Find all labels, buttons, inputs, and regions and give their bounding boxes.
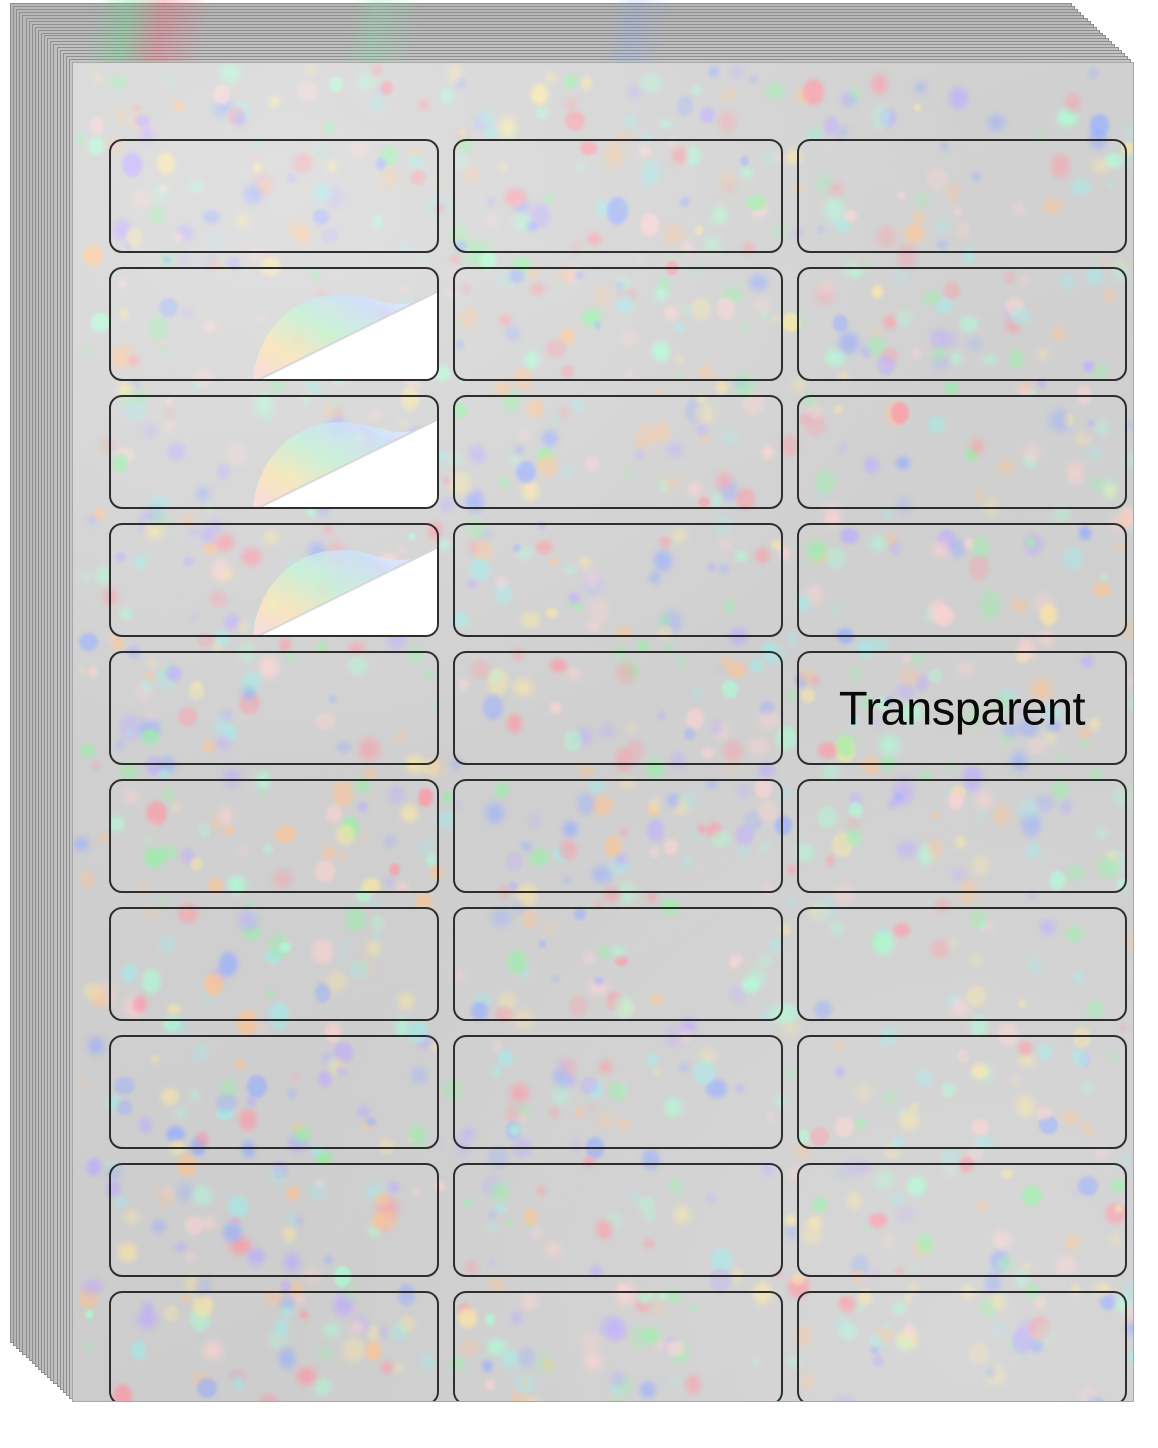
label-cell[interactable] xyxy=(453,907,783,1021)
peeling-corner[interactable] xyxy=(111,269,437,379)
label-cell[interactable] xyxy=(453,1035,783,1149)
top-label-sheet: Transparent xyxy=(72,62,1134,1402)
label-cell[interactable] xyxy=(453,651,783,765)
label-cell[interactable]: Transparent xyxy=(797,651,1127,765)
label-cell[interactable] xyxy=(109,523,439,637)
label-cell[interactable] xyxy=(797,779,1127,893)
label-cell[interactable] xyxy=(797,395,1127,509)
label-cell[interactable] xyxy=(453,139,783,253)
label-cell[interactable] xyxy=(109,779,439,893)
label-cell[interactable] xyxy=(797,1291,1127,1401)
label-cell[interactable] xyxy=(797,267,1127,381)
label-cell[interactable] xyxy=(797,907,1127,1021)
label-cell[interactable] xyxy=(453,395,783,509)
label-grid: Transparent xyxy=(73,63,1133,1401)
label-cell[interactable] xyxy=(453,1163,783,1277)
label-cell[interactable] xyxy=(453,779,783,893)
glitter-dot xyxy=(1133,1152,1134,1169)
label-cell[interactable] xyxy=(109,139,439,253)
label-cell[interactable] xyxy=(797,1163,1127,1277)
label-text: Transparent xyxy=(838,681,1086,735)
label-cell[interactable] xyxy=(109,267,439,381)
peeling-corner[interactable] xyxy=(111,525,437,635)
peeling-corner[interactable] xyxy=(111,397,437,507)
label-cell[interactable] xyxy=(453,523,783,637)
label-cell[interactable] xyxy=(797,523,1127,637)
label-cell[interactable] xyxy=(109,907,439,1021)
label-cell[interactable] xyxy=(453,267,783,381)
label-cell[interactable] xyxy=(109,1035,439,1149)
label-cell[interactable] xyxy=(109,1291,439,1401)
label-cell[interactable] xyxy=(797,1035,1127,1149)
label-cell[interactable] xyxy=(109,395,439,509)
label-cell[interactable] xyxy=(109,651,439,765)
label-cell[interactable] xyxy=(109,1163,439,1277)
label-cell[interactable] xyxy=(453,1291,783,1401)
label-cell[interactable] xyxy=(797,139,1127,253)
